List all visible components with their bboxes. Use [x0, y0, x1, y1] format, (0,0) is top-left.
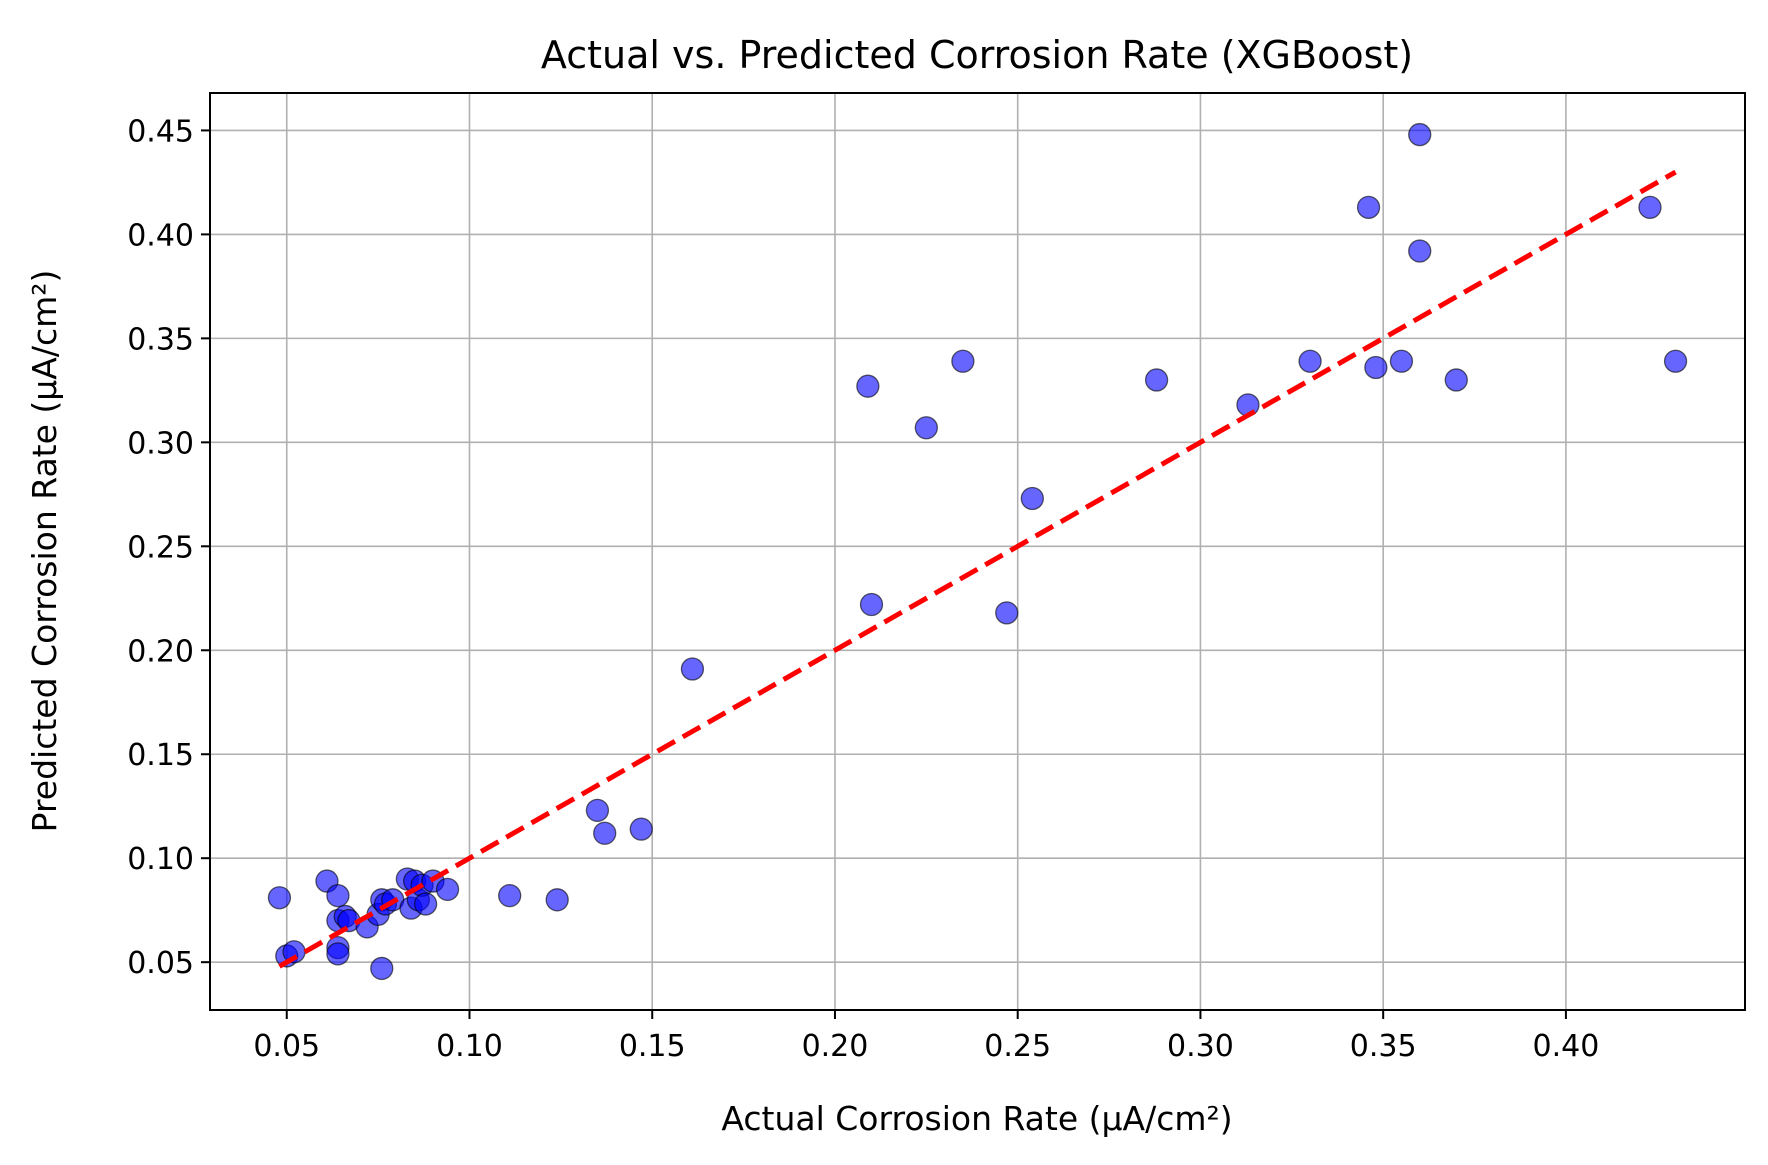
x-tick-label: 0.40 [1533, 1029, 1600, 1064]
y-tick-label: 0.15 [127, 738, 194, 773]
scatter-point [545, 888, 569, 912]
y-tick-label: 0.45 [127, 114, 194, 149]
scatter-point [1408, 239, 1432, 263]
y-tick-label: 0.20 [127, 634, 194, 669]
scatter-point [1389, 349, 1414, 373]
scatter-point [1444, 368, 1468, 392]
plot-area [267, 122, 1688, 981]
scatter-point [1020, 486, 1044, 511]
x-tick-label: 0.35 [1350, 1029, 1417, 1064]
scatter-point [859, 592, 884, 617]
scatter-point [267, 886, 292, 910]
y-tick-label: 0.40 [127, 218, 194, 253]
y-tick-label: 0.25 [127, 530, 194, 565]
scatter-point [856, 374, 880, 398]
x-tick-label: 0.20 [802, 1029, 869, 1064]
scatter-point [370, 956, 394, 981]
grid [210, 93, 1745, 1010]
x-tick-label: 0.30 [1167, 1029, 1234, 1064]
x-tick-label: 0.15 [619, 1029, 686, 1064]
scatter-point [629, 817, 653, 841]
scatter-point [1356, 195, 1381, 220]
y-tick-label: 0.35 [127, 322, 194, 357]
scatter-point [1638, 195, 1662, 220]
scatter-point [995, 601, 1019, 625]
x-tick-label: 0.10 [436, 1029, 503, 1064]
scatter-point [1408, 122, 1432, 147]
scatter-point [1298, 349, 1322, 373]
y-tick-label: 0.10 [127, 842, 194, 877]
x-tick-label: 0.05 [253, 1029, 320, 1064]
scatter-point [914, 416, 938, 440]
scatter-point [326, 942, 350, 966]
y-tick-label: 0.05 [127, 946, 194, 981]
scatter-point [326, 883, 350, 908]
scatter-point [585, 798, 610, 823]
x-axis-label: Actual Corrosion Rate (μA/cm²) [721, 1099, 1232, 1138]
scatter-point [951, 349, 975, 373]
plot-frame [209, 92, 1746, 1011]
y-tick-label: 0.30 [127, 426, 194, 461]
scatter-point [435, 877, 460, 902]
scatter-point [498, 883, 522, 908]
scatter-point [593, 821, 617, 845]
chart-title: Actual vs. Predicted Corrosion Rate (XGB… [541, 33, 1413, 77]
x-tick-label: 0.25 [984, 1029, 1051, 1064]
y-axis-label: Predicted Corrosion Rate (μA/cm²) [25, 270, 64, 833]
scatter-point [1144, 368, 1169, 392]
scatter-point [680, 657, 705, 681]
scatter-point [1364, 355, 1388, 380]
axes-ticks: 0.05 0.10 0.15 0.20 0.25 0.30 0.35 0.40 0.05 0.10… [127, 114, 1599, 1064]
scatter-point [413, 892, 438, 916]
scatter-point [1663, 349, 1688, 373]
reference-line [278, 169, 1677, 969]
